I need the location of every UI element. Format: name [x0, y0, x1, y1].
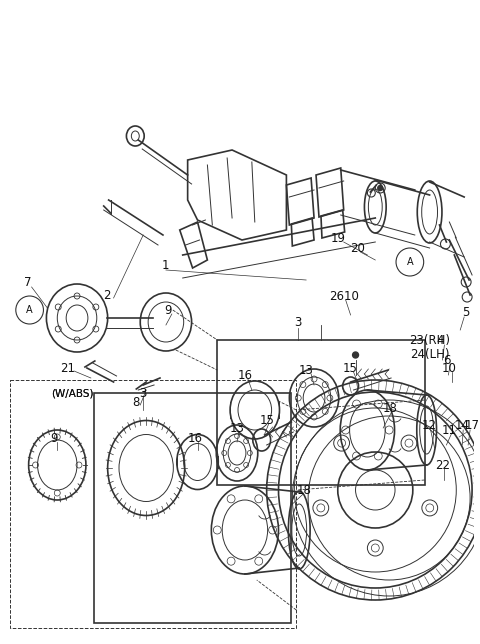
Text: 17: 17	[465, 419, 480, 431]
Text: 3: 3	[140, 386, 147, 399]
Text: 5: 5	[462, 305, 470, 319]
Text: 2: 2	[103, 289, 110, 301]
Text: A: A	[26, 305, 33, 315]
Text: 14: 14	[455, 419, 470, 431]
Circle shape	[378, 185, 383, 191]
Text: 16: 16	[188, 431, 203, 444]
Text: 15: 15	[343, 361, 358, 375]
Text: 7: 7	[24, 276, 31, 289]
Text: 8: 8	[132, 395, 140, 408]
Text: 24(LH): 24(LH)	[410, 348, 449, 361]
Text: 18: 18	[383, 401, 397, 415]
Text: 4: 4	[437, 334, 444, 346]
Text: 16: 16	[238, 368, 252, 381]
Text: 1: 1	[162, 258, 169, 272]
Text: (W/ABS): (W/ABS)	[51, 388, 94, 398]
Text: 2610: 2610	[329, 290, 359, 303]
Text: 12: 12	[422, 419, 437, 431]
Text: 23(RH): 23(RH)	[409, 334, 450, 346]
Text: 15: 15	[259, 413, 274, 426]
Text: A: A	[407, 257, 413, 267]
Bar	[10, 380, 296, 628]
Text: 20: 20	[350, 242, 365, 254]
Bar	[217, 340, 425, 485]
Text: 21: 21	[60, 361, 75, 375]
Text: 3: 3	[295, 316, 302, 328]
Text: 13: 13	[229, 422, 244, 435]
Circle shape	[353, 352, 359, 358]
Text: 9: 9	[164, 303, 172, 316]
Bar	[94, 393, 291, 623]
Text: 13: 13	[299, 363, 313, 377]
Text: 11: 11	[442, 424, 457, 437]
Text: 10: 10	[442, 361, 457, 375]
Text: 19: 19	[330, 231, 345, 245]
Text: 18: 18	[297, 484, 312, 497]
Text: 9: 9	[50, 431, 58, 444]
Text: 6: 6	[443, 354, 450, 366]
Text: 22: 22	[435, 459, 450, 471]
Text: (W/ABS): (W/ABS)	[51, 388, 94, 398]
